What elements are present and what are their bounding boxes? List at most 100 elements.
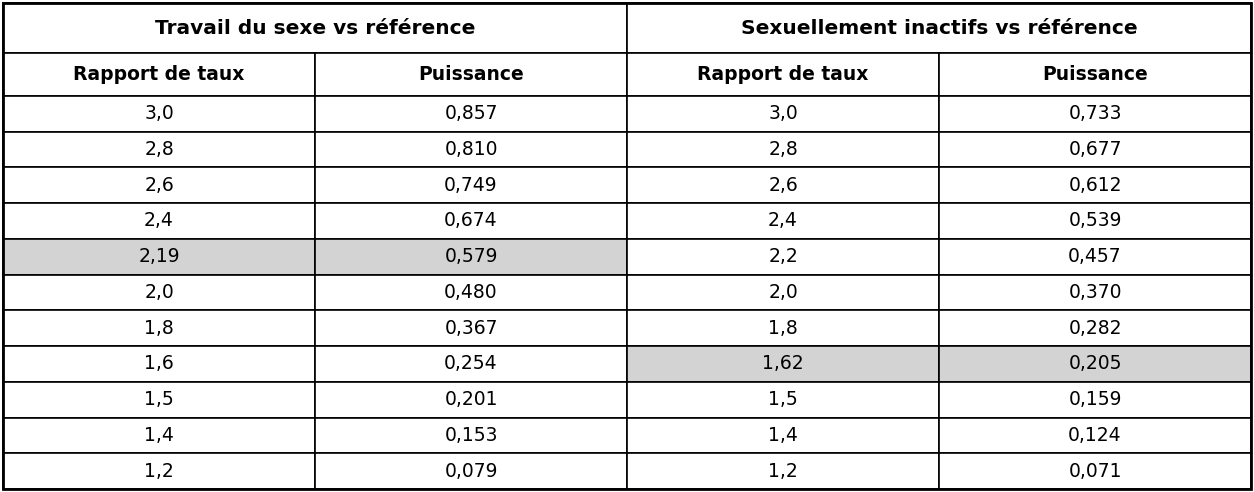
Bar [315, 275, 627, 310]
Text: 2,19: 2,19 [138, 247, 179, 266]
Bar [627, 310, 939, 346]
Bar [315, 167, 627, 203]
Text: 2,0: 2,0 [769, 283, 798, 302]
Bar [627, 275, 939, 310]
Text: 0,201: 0,201 [444, 390, 498, 409]
Bar [627, 346, 939, 382]
Bar [939, 418, 1251, 453]
Bar [939, 453, 1251, 489]
Bar [627, 239, 939, 275]
Text: 0,674: 0,674 [444, 212, 498, 230]
Text: 1,5: 1,5 [769, 390, 798, 409]
Text: 1,62: 1,62 [762, 354, 804, 373]
Text: 0,612: 0,612 [1068, 176, 1122, 195]
Bar [3, 203, 315, 239]
Bar [315, 418, 627, 453]
Text: 0,159: 0,159 [1068, 390, 1122, 409]
Text: Puissance: Puissance [1042, 65, 1147, 84]
Text: 2,2: 2,2 [769, 247, 798, 266]
Text: 1,2: 1,2 [769, 461, 798, 481]
Bar [939, 96, 1251, 132]
Bar [939, 203, 1251, 239]
Text: 3,0: 3,0 [769, 104, 798, 123]
Bar [3, 310, 315, 346]
Text: 2,8: 2,8 [144, 140, 174, 159]
Text: Puissance: Puissance [418, 65, 524, 84]
Bar [627, 3, 1251, 53]
Bar [315, 96, 627, 132]
Bar [3, 3, 627, 53]
Text: 0,733: 0,733 [1068, 104, 1122, 123]
Bar [3, 346, 315, 382]
Text: 0,367: 0,367 [444, 319, 498, 338]
Text: 1,4: 1,4 [767, 426, 798, 445]
Bar [315, 203, 627, 239]
Bar [3, 275, 315, 310]
Text: 0,857: 0,857 [444, 104, 498, 123]
Bar [627, 96, 939, 132]
Text: 0,370: 0,370 [1068, 283, 1122, 302]
Bar [627, 418, 939, 453]
Text: 1,4: 1,4 [144, 426, 174, 445]
Bar [939, 275, 1251, 310]
Bar [3, 167, 315, 203]
Text: 0,254: 0,254 [444, 354, 498, 373]
Text: 2,8: 2,8 [769, 140, 798, 159]
Bar [939, 346, 1251, 382]
Bar [315, 53, 627, 96]
Bar [315, 310, 627, 346]
Text: 0,539: 0,539 [1068, 212, 1122, 230]
Bar [3, 132, 315, 167]
Bar [627, 453, 939, 489]
Bar [939, 167, 1251, 203]
Bar [627, 167, 939, 203]
Bar [939, 310, 1251, 346]
Bar [3, 53, 315, 96]
Text: Rapport de taux: Rapport de taux [697, 65, 869, 84]
Text: 2,6: 2,6 [144, 176, 174, 195]
Bar [3, 382, 315, 418]
Bar [939, 382, 1251, 418]
Text: 1,8: 1,8 [769, 319, 798, 338]
Text: 1,2: 1,2 [144, 461, 174, 481]
Bar [3, 239, 315, 275]
Bar [315, 132, 627, 167]
Text: 2,4: 2,4 [767, 212, 798, 230]
Bar [315, 239, 627, 275]
Text: 0,480: 0,480 [444, 283, 498, 302]
Text: 0,071: 0,071 [1068, 461, 1122, 481]
Text: 1,8: 1,8 [144, 319, 174, 338]
Bar [315, 346, 627, 382]
Bar [939, 132, 1251, 167]
Text: 2,4: 2,4 [144, 212, 174, 230]
Text: 0,205: 0,205 [1068, 354, 1122, 373]
Bar [939, 53, 1251, 96]
Bar [627, 203, 939, 239]
Bar [939, 239, 1251, 275]
Text: Travail du sexe vs référence: Travail du sexe vs référence [154, 19, 475, 37]
Text: 0,579: 0,579 [444, 247, 498, 266]
Text: 0,457: 0,457 [1068, 247, 1122, 266]
Bar [315, 382, 627, 418]
Bar [3, 453, 315, 489]
Text: 0,810: 0,810 [444, 140, 498, 159]
Text: 0,677: 0,677 [1068, 140, 1122, 159]
Bar [627, 132, 939, 167]
Bar [627, 382, 939, 418]
Bar [315, 453, 627, 489]
Text: Rapport de taux: Rapport de taux [73, 65, 245, 84]
Text: 0,079: 0,079 [444, 461, 498, 481]
Bar [3, 96, 315, 132]
Text: 0,153: 0,153 [444, 426, 498, 445]
Text: 2,6: 2,6 [769, 176, 798, 195]
Text: 3,0: 3,0 [144, 104, 174, 123]
Text: Sexuellement inactifs vs référence: Sexuellement inactifs vs référence [741, 19, 1137, 37]
Text: 0,124: 0,124 [1068, 426, 1122, 445]
Text: 1,5: 1,5 [144, 390, 174, 409]
Bar [3, 418, 315, 453]
Text: 1,6: 1,6 [144, 354, 174, 373]
Text: 0,749: 0,749 [444, 176, 498, 195]
Bar [627, 53, 939, 96]
Text: 0,282: 0,282 [1068, 319, 1122, 338]
Text: 2,0: 2,0 [144, 283, 174, 302]
